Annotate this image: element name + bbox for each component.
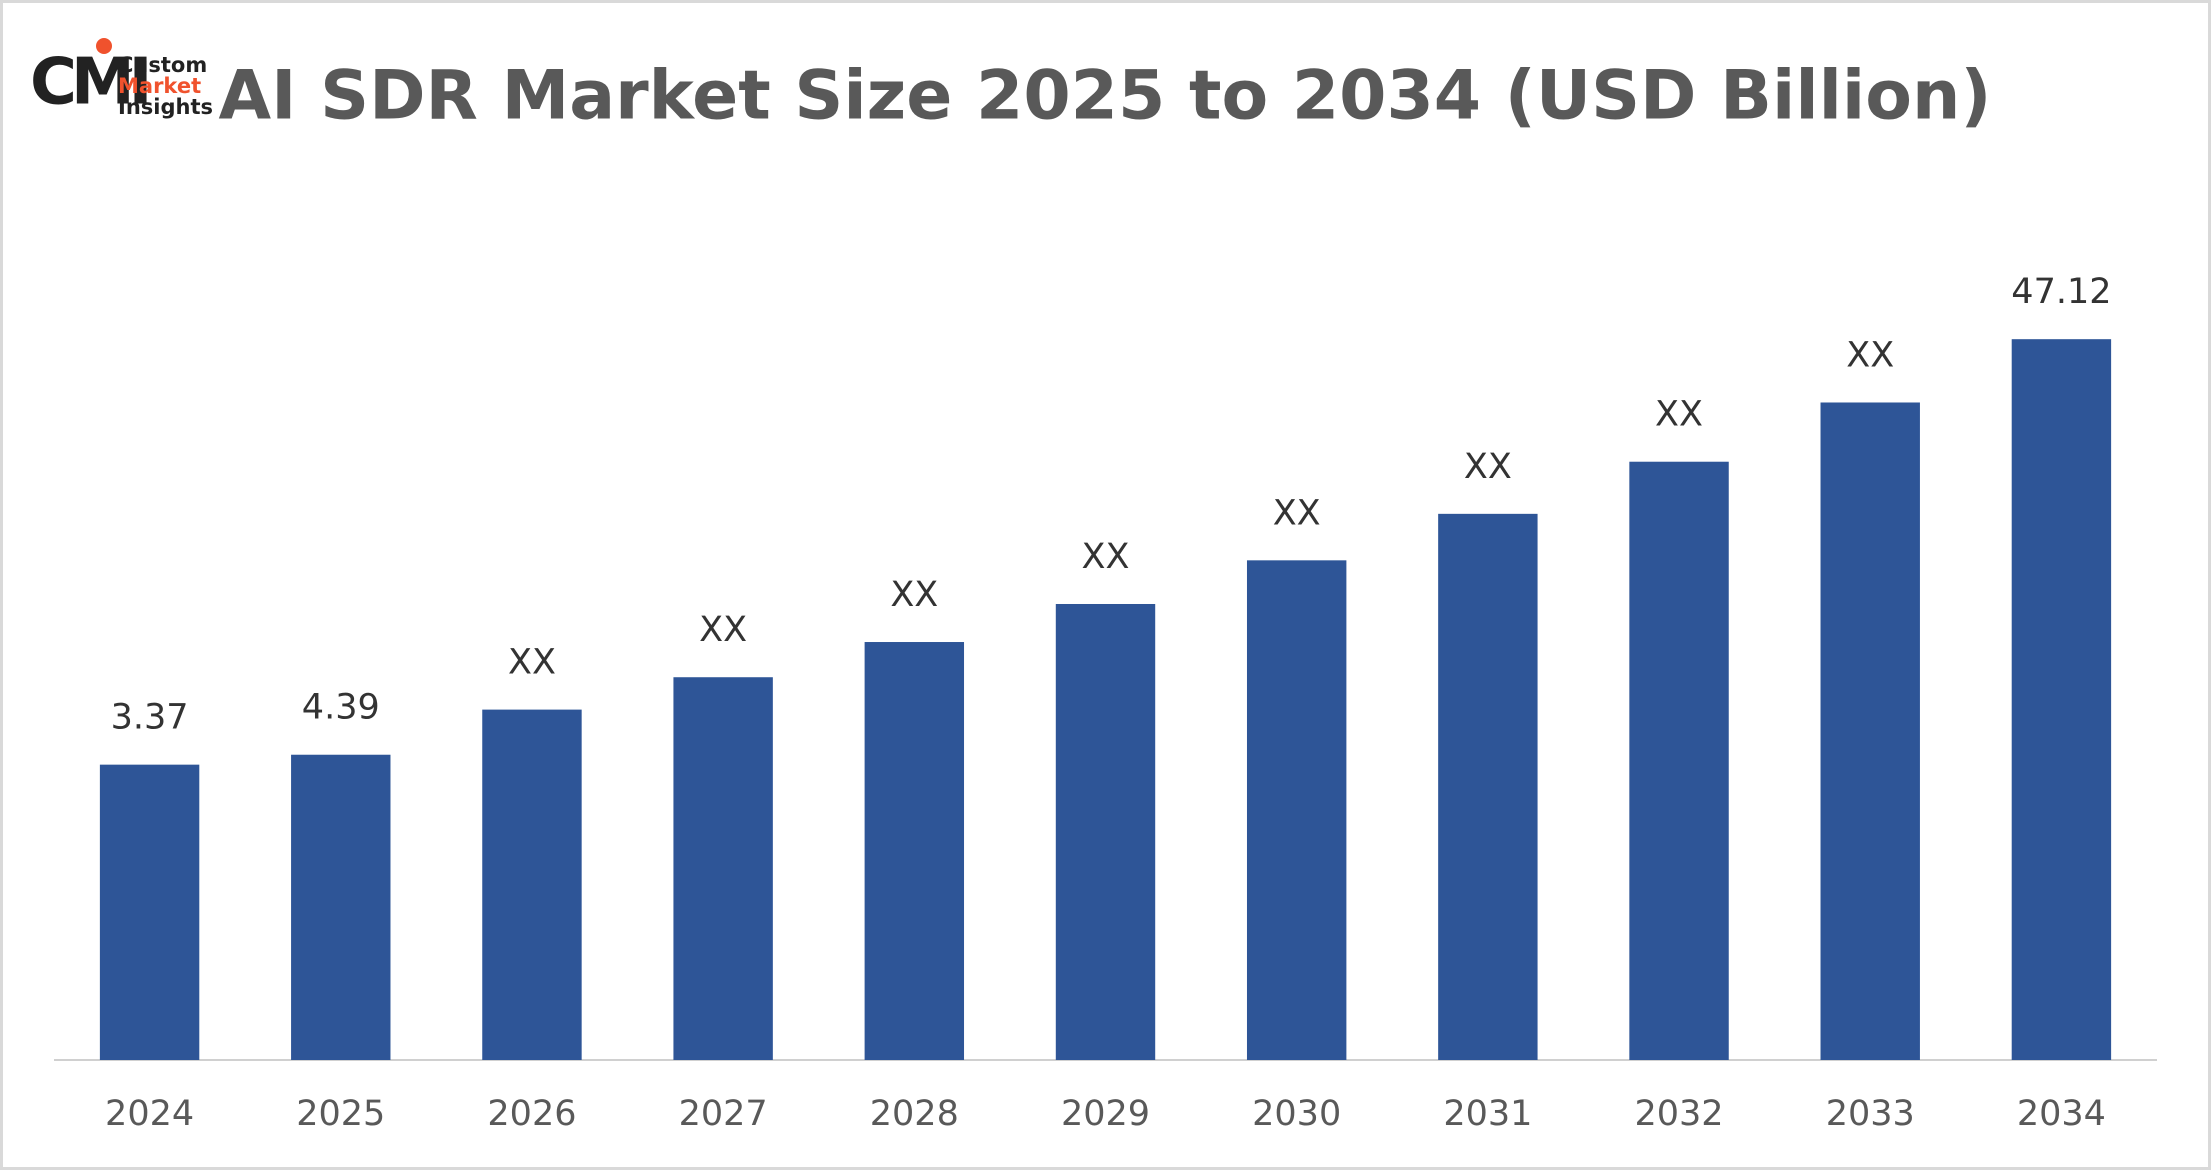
data-label: 4.39 bbox=[302, 688, 380, 728]
logo: CMI Custom Market Insights bbox=[30, 38, 213, 120]
bar bbox=[1438, 513, 1538, 1060]
data-label: XX bbox=[1846, 335, 1894, 375]
x-tick-label: 2030 bbox=[1252, 1094, 1341, 1134]
data-label: XX bbox=[1464, 447, 1512, 487]
bar bbox=[1629, 461, 1729, 1060]
data-label: 3.37 bbox=[111, 698, 189, 738]
x-tick-label: 2026 bbox=[487, 1094, 576, 1134]
x-tick-label: 2027 bbox=[679, 1094, 768, 1134]
logo-mark: CMI bbox=[30, 46, 147, 120]
x-tick-label: 2034 bbox=[2017, 1094, 2106, 1134]
logo-text: Market bbox=[118, 74, 201, 98]
data-label: XX bbox=[508, 643, 556, 683]
bar bbox=[2011, 339, 2112, 1061]
bar bbox=[1055, 603, 1156, 1060]
data-label: XX bbox=[1273, 493, 1321, 533]
bar bbox=[864, 642, 965, 1060]
chart-title: AI SDR Market Size 2025 to 2034 (USD Bil… bbox=[219, 57, 1992, 136]
data-label: XX bbox=[890, 575, 938, 615]
logo-text: Custom bbox=[118, 53, 207, 77]
bar bbox=[99, 764, 200, 1060]
bar bbox=[291, 754, 391, 1060]
logo-dot bbox=[96, 38, 112, 54]
bar bbox=[673, 677, 773, 1060]
bar bbox=[482, 709, 582, 1060]
bar bbox=[1820, 402, 1920, 1060]
x-tick-label: 2031 bbox=[1443, 1094, 1532, 1134]
bar bbox=[1246, 560, 1347, 1060]
data-label: XX bbox=[1082, 537, 1130, 577]
logo-text: Insights bbox=[118, 95, 213, 119]
data-label: 47.12 bbox=[2011, 272, 2111, 312]
x-tick-label: 2028 bbox=[870, 1094, 959, 1134]
data-label: XX bbox=[699, 610, 747, 650]
x-tick-label: 2029 bbox=[1061, 1094, 1150, 1134]
x-tick-label: 2032 bbox=[1635, 1094, 1724, 1134]
data-label: XX bbox=[1655, 395, 1703, 435]
x-tick-label: 2024 bbox=[105, 1094, 194, 1134]
x-tick-label: 2025 bbox=[296, 1094, 385, 1134]
x-tick-label: 2033 bbox=[1826, 1094, 1915, 1134]
